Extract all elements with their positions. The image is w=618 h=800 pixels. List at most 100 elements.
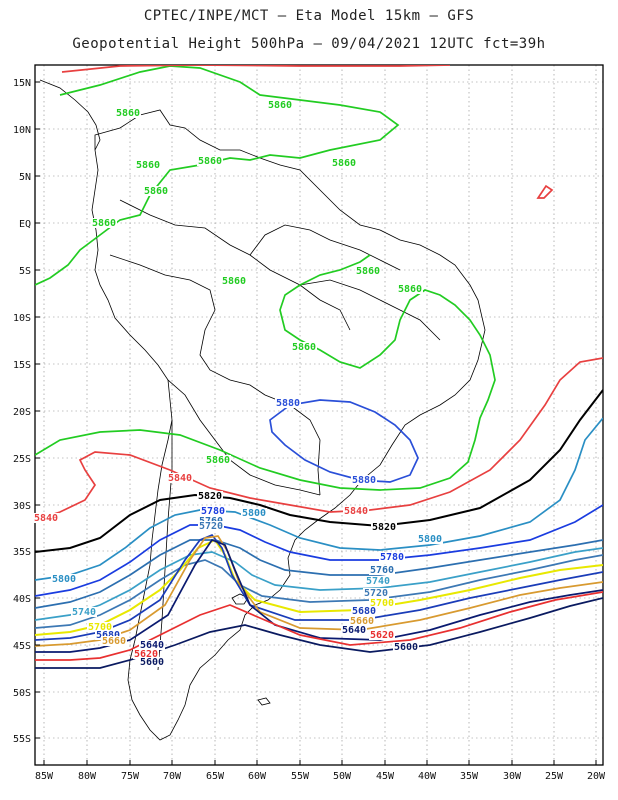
lon-tick-label: 70W [163,771,182,782]
contour-label: 5800 [242,508,266,519]
contour-label-bg [291,342,317,352]
lon-tick-label: 20W [587,771,606,782]
lat-tick-label: 10N [13,125,31,136]
contour-label: 5700 [370,598,394,609]
contour-label-bg [267,100,293,110]
lat-tick-label: 35S [13,547,31,558]
contour-5840 [35,357,603,521]
contour-label-bg [91,218,117,228]
lat-tick-label: 40S [13,594,31,605]
contour-label-bg [417,534,443,544]
contour-label: 5860 [92,218,116,229]
contour-label: 5840 [34,513,58,524]
country-border-7 [299,279,441,341]
lat-tick-label: 10S [13,313,31,324]
lat-tick-label: 25S [13,454,31,465]
lon-tick-label: 65W [206,771,225,782]
contour-label-bg [343,506,369,516]
contour-label-bg [355,266,381,276]
contour-label-bg [371,522,397,532]
contour-label: 5780 [380,552,404,563]
contour-label: 5860 [206,455,230,466]
contour-5860-south [35,254,496,491]
contour-label: 5840 [168,473,192,484]
contour-5760 [35,539,603,609]
contour-label-bg [87,622,113,632]
contour-5600 [35,597,603,669]
lat-tick-label: 45S [13,641,31,652]
contour-label-bg [369,565,395,575]
contour-label-bg [95,630,121,640]
country-border-5 [157,420,173,671]
chart-title-line1: CPTEC/INPE/MCT – Eta Model 15km – GFS [143,8,475,24]
contour-label: 5720 [199,521,223,532]
contour-label-bg [197,156,223,166]
falklands-coastline [231,593,249,605]
contour-label: 5620 [370,630,394,641]
contour-label-bg [198,521,224,531]
contour-label: 5860 [136,160,160,171]
contour-label-bg [379,552,405,562]
contour-label-bg [241,508,267,518]
lat-tick-label: 5S [19,266,31,277]
contour-label: 5820 [372,522,396,533]
contour-5780 [35,504,603,597]
contour-label-bg [221,276,247,286]
contour-label-bg [200,506,226,516]
contour-label-bg [139,657,165,667]
central-america-coastline [39,79,101,151]
contour-label-bg [349,616,375,626]
contour-label-bg [115,108,141,118]
lat-tick-label: EQ [19,219,31,230]
contour-5840-ne [61,65,451,73]
contour-5720 [35,554,603,629]
contour-5680 [35,533,603,641]
contour-label-bg [71,607,97,617]
lat-tick-label: 5N [19,172,31,183]
contour-label-bg [143,186,169,196]
country-border-2 [109,254,266,396]
map-frame [34,64,604,766]
contour-5620 [35,591,603,661]
lon-tick-label: 30W [503,771,522,782]
lon-tick-label: 25W [545,771,564,782]
contour-label: 5780 [201,506,225,517]
contour-label-bg [101,636,127,646]
contour-label: 5720 [364,588,388,599]
contour-label: 5860 [198,156,222,167]
contour-label: 5800 [418,534,442,545]
lat-tick-label: 55S [13,734,31,745]
contour-label: 5860 [398,284,422,295]
lon-tick-label: 55W [291,771,310,782]
lon-tick-label: 75W [121,771,140,782]
lon-tick-label: 60W [248,771,267,782]
contour-5800 [35,417,603,581]
lat-tick-label: 15N [13,78,31,89]
contour-label: 5740 [366,576,390,587]
island-coastline [257,697,271,706]
contour-label-bg [393,642,419,652]
contour-label: 5860 [332,158,356,169]
contour-label-bg [369,598,395,608]
lon-tick-label: 35W [460,771,479,782]
contour-label: 5740 [72,607,96,618]
contour-label-bg [197,491,223,501]
contour-label: 5640 [342,625,366,636]
contour-5880 [269,399,419,483]
contour-label-bg [351,475,377,485]
lon-tick-label: 45W [376,771,395,782]
contour-label-bg [341,625,367,635]
contour-label: 5860 [144,186,168,197]
country-border-4 [264,394,321,496]
lon-tick-label: 80W [78,771,97,782]
contour-label-bg [51,574,77,584]
contour-label: 5880 [352,475,376,486]
contour-label-bg [275,398,301,408]
contour-label-bg [351,606,377,616]
contour-label-bg [33,513,59,523]
contour-label-bg [205,455,231,465]
contour-label: 5860 [356,266,380,277]
contour-label: 5680 [96,630,120,641]
contour-label: 5700 [88,622,112,633]
